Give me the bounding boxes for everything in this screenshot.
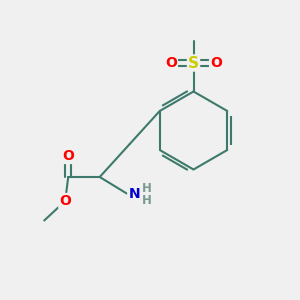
Text: H: H xyxy=(142,182,152,195)
Text: N: N xyxy=(128,187,140,200)
Text: H: H xyxy=(142,194,152,207)
Text: O: O xyxy=(62,149,74,163)
Text: S: S xyxy=(188,56,199,70)
Text: O: O xyxy=(165,56,177,70)
Text: O: O xyxy=(210,56,222,70)
Text: O: O xyxy=(59,194,71,208)
